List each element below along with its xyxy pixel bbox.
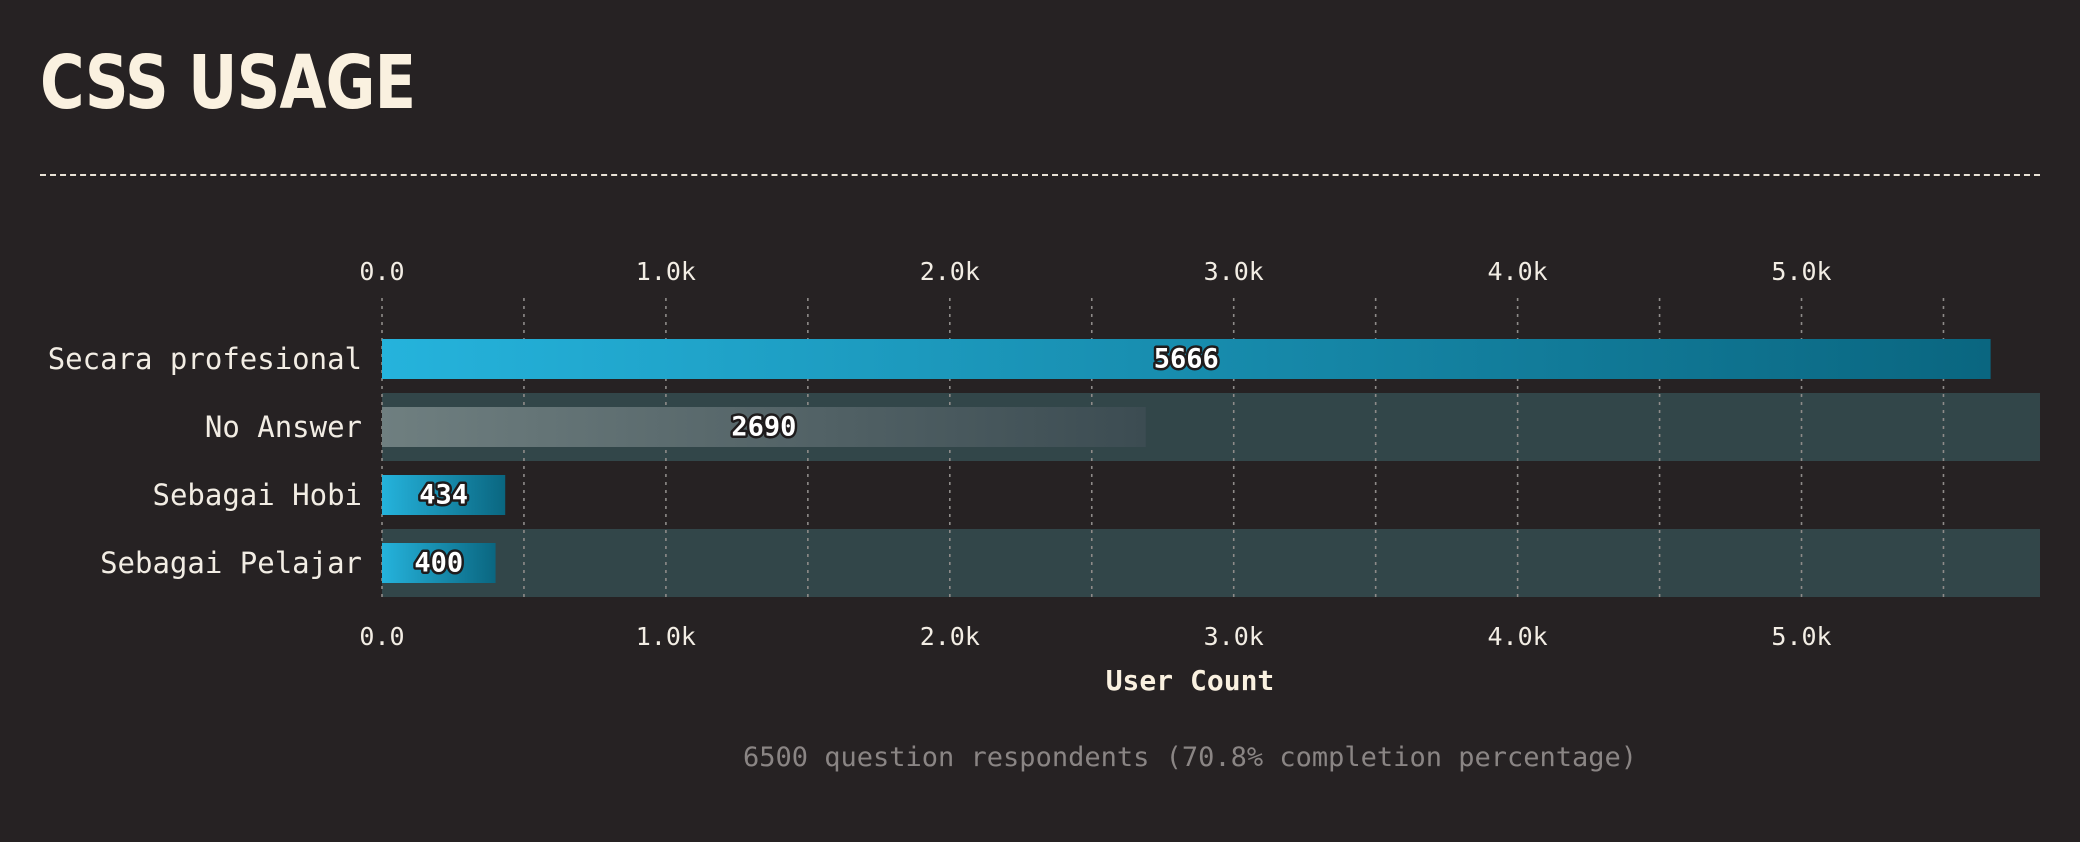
bar	[382, 543, 496, 583]
x-tick-label-bottom: 3.0k	[1204, 622, 1264, 651]
x-tick-label-top: 0.0	[359, 257, 404, 286]
value-labels: 5666 2690 434 400	[412, 341, 1221, 581]
title-divider	[40, 174, 2040, 176]
x-tick-label-top: 3.0k	[1204, 257, 1264, 286]
x-tick-label-bottom: 5.0k	[1771, 622, 1831, 651]
category-label: Sebagai Pelajar	[100, 546, 362, 580]
x-tick-label-bottom: 2.0k	[920, 622, 980, 651]
x-tick-label-bottom: 4.0k	[1488, 622, 1548, 651]
value-label: 5666	[1154, 344, 1219, 375]
category-label: No Answer	[205, 410, 362, 444]
axis-ticks: 0.0 0.0 1.0k 1.0k 2.0k 2.0k 3.0k 3.0k 4.0k 4.0k 5.…	[359, 257, 1831, 651]
bar	[382, 339, 1991, 379]
category-label: Secara profesional	[48, 342, 362, 376]
x-tick-label-bottom: 0.0	[359, 622, 404, 651]
value-label: 2690	[731, 412, 796, 443]
x-tick-label-top: 5.0k	[1771, 257, 1831, 286]
x-tick-label-bottom: 1.0k	[636, 622, 696, 651]
row-band	[382, 529, 2040, 597]
chart-title: CSS USAGE	[40, 40, 416, 126]
x-axis-label: User Count	[1106, 664, 1275, 697]
value-label: 400	[414, 548, 463, 579]
category-label: Sebagai Hobi	[152, 478, 362, 512]
category-labels: Secara profesional No Answer Sebagai Hobi S…	[48, 342, 362, 580]
x-tick-label-top: 4.0k	[1488, 257, 1548, 286]
footnote: 6500 question respondents (70.8% complet…	[742, 742, 1638, 773]
bar	[382, 407, 1146, 447]
x-tick-label-top: 1.0k	[636, 257, 696, 286]
value-label: 434	[419, 480, 468, 511]
bars	[382, 339, 1991, 583]
x-tick-label-top: 2.0k	[920, 257, 980, 286]
bar	[382, 475, 506, 515]
